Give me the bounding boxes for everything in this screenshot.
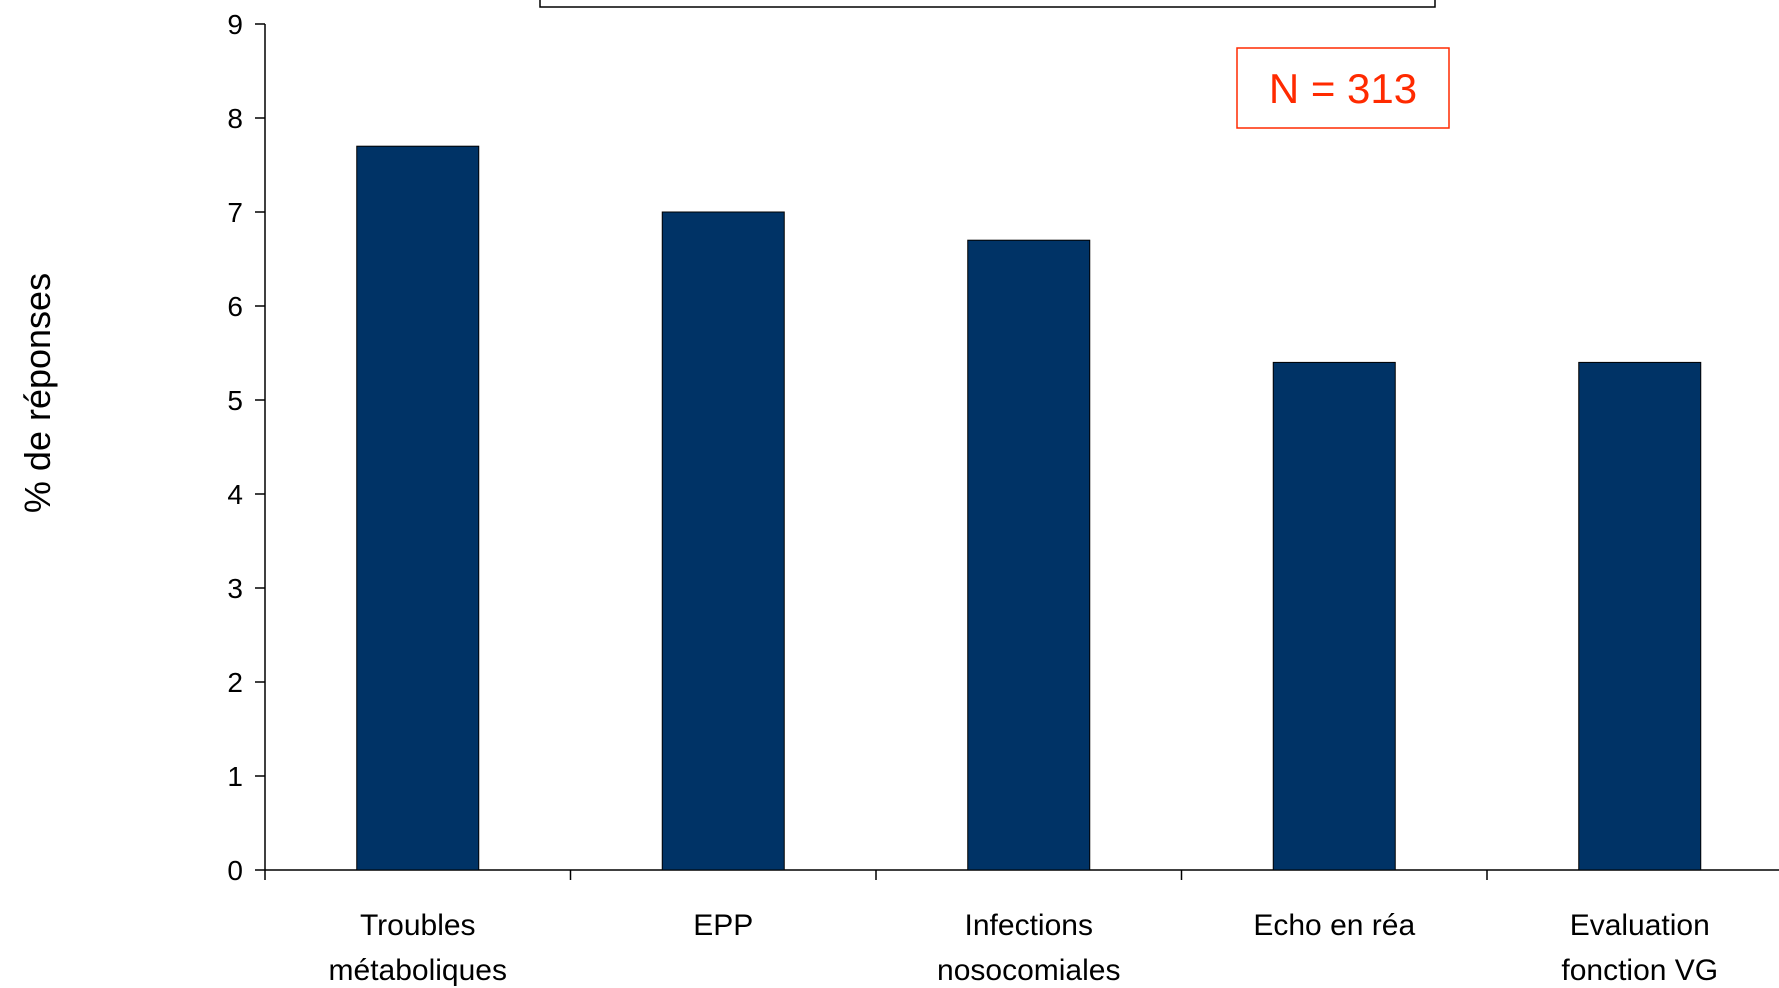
x-tick-labels: Troubles métaboliques EPP Infections nosocom…	[329, 909, 1719, 987]
x-tick-label: Troubles métaboliques	[329, 909, 507, 987]
bar	[356, 145, 480, 871]
sample-size-annotation: N = 313	[1236, 47, 1450, 129]
annotation-text: N = 313	[1269, 65, 1417, 112]
y-axis-label: % de réponses	[17, 273, 58, 513]
bar	[1272, 361, 1396, 871]
y-tick-label: 3	[227, 573, 243, 604]
x-tick-label: Evaluation fonction VG	[1561, 909, 1718, 987]
bar	[967, 239, 1091, 871]
y-tick-label: 4	[227, 479, 243, 510]
annotation-box	[1236, 47, 1450, 129]
bars	[356, 145, 1702, 871]
y-tick-label: 8	[227, 103, 243, 134]
y-tick-label: 1	[227, 761, 243, 792]
x-tick-label: Infections nosocomiales	[937, 909, 1120, 987]
y-tick-label: 6	[227, 291, 243, 322]
x-tick-label: EPP	[693, 909, 753, 942]
x-tick-label: Echo en réa	[1253, 909, 1415, 942]
bar	[1578, 361, 1702, 871]
title-box	[539, 0, 1436, 8]
bar	[661, 211, 785, 871]
y-tick-label: 5	[227, 385, 243, 416]
y-tick-label: 2	[227, 667, 243, 698]
y-tick-label: 9	[227, 9, 243, 40]
y-ticks: 0 1 2 3 4 5 6 7 8 9	[227, 9, 265, 886]
y-tick-label: 7	[227, 197, 243, 228]
y-tick-label: 0	[227, 855, 243, 886]
